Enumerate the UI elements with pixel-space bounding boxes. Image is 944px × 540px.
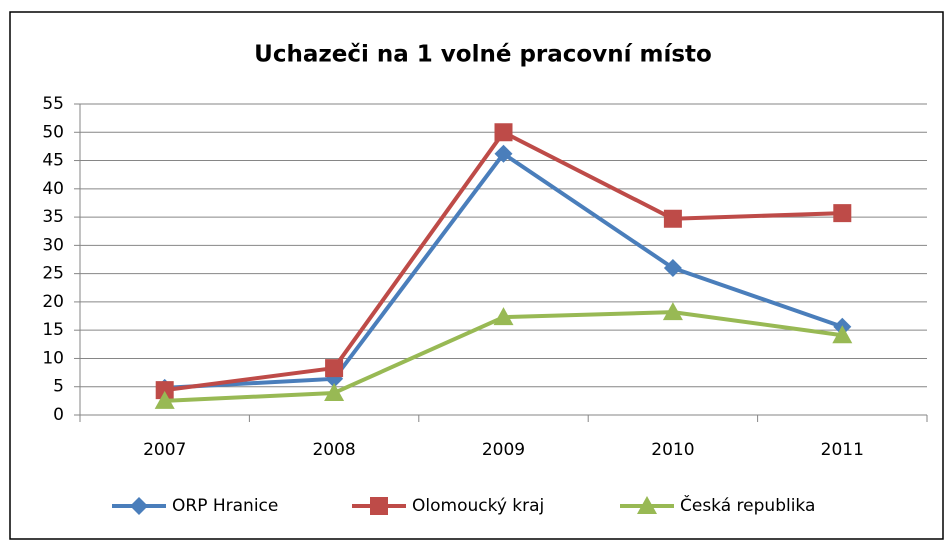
chart-frame <box>9 11 944 540</box>
y-tick-label: 25 <box>42 264 64 284</box>
marker <box>130 497 148 515</box>
x-tick-label: 2008 <box>312 440 355 460</box>
marker <box>370 497 388 515</box>
marker <box>637 496 657 514</box>
y-tick-label: 0 <box>53 405 64 425</box>
y-tick-label: 30 <box>42 235 64 255</box>
y-tick-label: 35 <box>42 207 64 227</box>
legend-label: ORP Hranice <box>172 496 278 516</box>
y-tick-label: 40 <box>42 179 64 199</box>
x-tick-label: 2009 <box>482 440 525 460</box>
marker <box>155 381 174 400</box>
marker <box>663 209 682 228</box>
marker <box>833 204 852 223</box>
y-tick-label: 45 <box>42 151 64 171</box>
legend-label: Olomoucký kraj <box>412 496 544 516</box>
marker <box>662 302 683 321</box>
y-tick-label: 20 <box>42 292 64 312</box>
y-tick-label: 10 <box>42 348 64 368</box>
y-tick-label: 55 <box>42 94 64 114</box>
y-tick-label: 5 <box>53 377 64 397</box>
marker <box>324 382 345 401</box>
marker <box>325 359 344 378</box>
marker <box>494 123 513 142</box>
x-tick-label: 2011 <box>821 440 864 460</box>
x-tick-label: 2010 <box>651 440 694 460</box>
marker <box>832 325 853 344</box>
y-tick-label: 15 <box>42 320 64 340</box>
x-tick-label: 2007 <box>143 440 186 460</box>
marker <box>493 307 514 326</box>
y-tick-label: 50 <box>42 122 64 142</box>
legend-label: Česká republika <box>680 494 815 516</box>
chart-title: Uchazeči na 1 volné pracovní místo <box>254 42 712 68</box>
marker <box>494 144 513 163</box>
marker <box>663 258 682 277</box>
marker <box>154 390 175 409</box>
